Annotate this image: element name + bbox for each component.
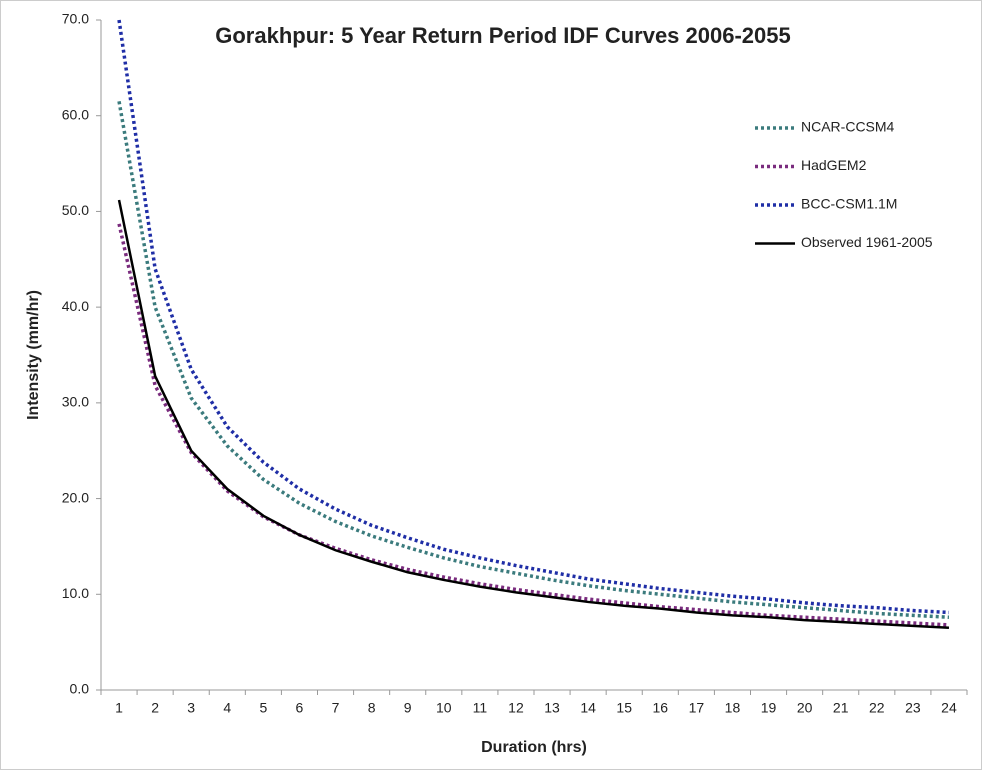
x-tick-label: 18 [725,700,741,716]
x-tick-label: 20 [797,700,813,716]
x-tick-label: 17 [689,700,705,716]
y-tick-label: 60.0 [62,106,89,122]
x-tick-label: 11 [473,700,488,716]
x-tick-label: 24 [941,700,957,716]
x-tick-label: 7 [332,700,340,716]
y-tick-label: 70.0 [62,11,89,27]
x-tick-label: 19 [761,700,777,716]
x-tick-label: 21 [833,700,849,716]
y-tick-label: 20.0 [62,489,89,505]
legend-label: NCAR-CCSM4 [801,119,895,135]
x-tick-label: 23 [905,700,921,716]
y-tick-label: 10.0 [62,585,89,601]
series-line [117,101,950,620]
series-line [117,199,950,630]
chart-title: Gorakhpur: 5 Year Return Period IDF Curv… [215,23,791,48]
x-tick-label: 15 [616,700,632,716]
x-tick-label: 16 [653,700,669,716]
x-axis-label: Duration (hrs) [481,739,587,756]
legend-label: BCC-CSM1.1M [801,196,897,212]
y-axis-label: Intensity (mm/hr) [25,290,42,420]
x-tick-label: 8 [368,700,376,716]
x-tick-label: 2 [151,700,159,716]
x-tick-label: 9 [404,700,412,716]
x-tick-label: 22 [869,700,885,716]
y-tick-label: 30.0 [62,394,89,410]
series-line [117,19,950,615]
legend-label: HadGEM2 [801,157,867,173]
y-tick-label: 40.0 [62,298,89,314]
x-tick-label: 6 [296,700,304,716]
x-tick-label: 1 [115,700,123,716]
x-tick-label: 14 [580,700,596,716]
x-tick-label: 12 [508,700,524,716]
y-tick-label: 50.0 [62,202,89,218]
y-tick-label: 0.0 [70,681,90,697]
x-tick-label: 10 [436,700,452,716]
x-tick-label: 5 [259,700,267,716]
x-tick-label: 4 [223,700,231,716]
legend-label: Observed 1961-2005 [801,234,933,250]
x-tick-label: 13 [544,700,560,716]
x-tick-label: 3 [187,700,195,716]
